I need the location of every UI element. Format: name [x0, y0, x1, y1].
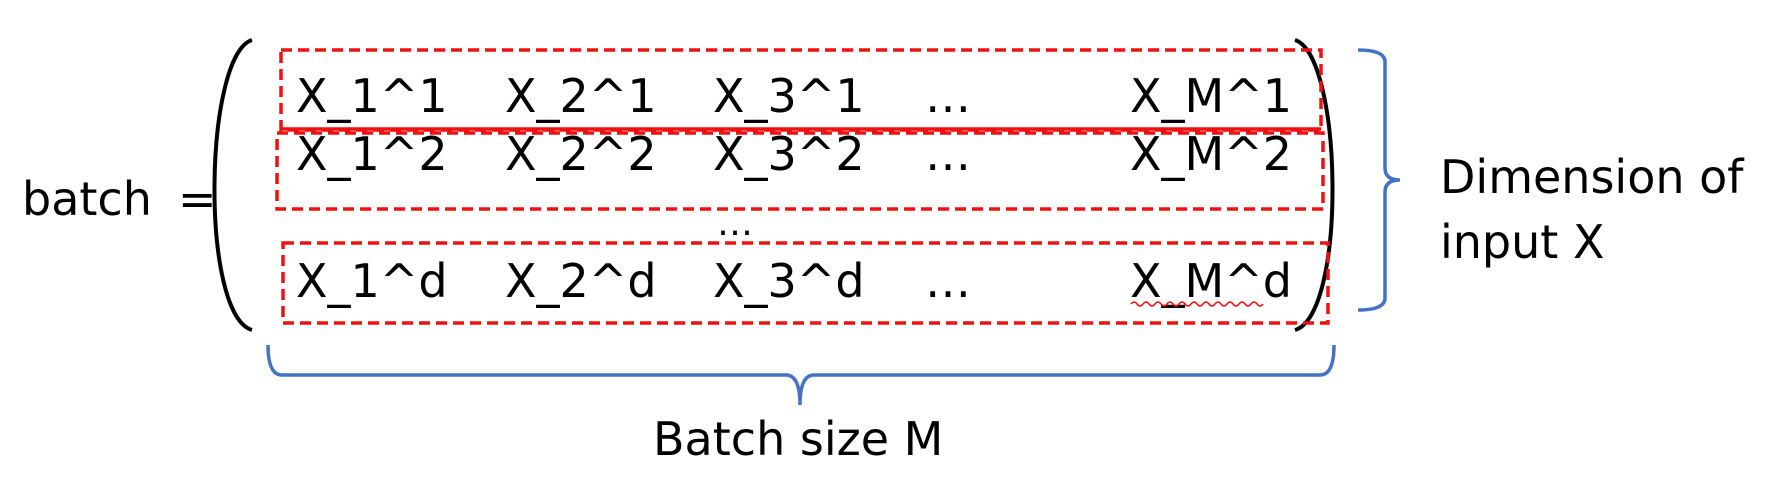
- matrix-cell: X_M^d: [1130, 254, 1292, 308]
- matrix-cell: X_3^d: [713, 254, 865, 308]
- matrix-cell: …: [925, 127, 971, 181]
- right-parenthesis: [1294, 38, 1335, 332]
- vertical-ellipsis: …: [717, 203, 753, 244]
- matrix-cell: X_M^2: [1130, 127, 1292, 181]
- batch-label: batch: [22, 172, 152, 226]
- matrix-cell: X_2^2: [505, 127, 657, 181]
- dimension-label-line2: input X: [1440, 215, 1604, 269]
- matrix-cell: X_1^1: [296, 69, 448, 123]
- matrix-row: X_1^1 X_2^1 X_3^1 … X_M^1: [296, 69, 1292, 123]
- batch-size-brace: [266, 344, 1336, 406]
- matrix-cell: X_1^2: [296, 127, 448, 181]
- left-parenthesis: [212, 38, 253, 332]
- matrix-cell: X_3^2: [713, 127, 865, 181]
- matrix-cell: …: [925, 254, 971, 308]
- equals-sign: =: [178, 172, 217, 226]
- dimension-brace: [1357, 48, 1401, 312]
- spellcheck-squiggle: [1130, 301, 1264, 307]
- matrix-cell: X_1^d: [296, 254, 448, 308]
- dimension-label-line1: Dimension of: [1440, 150, 1745, 204]
- matrix-row: X_1^2 X_2^2 X_3^2 … X_M^2: [296, 127, 1292, 181]
- row-d-highlight-box: [281, 241, 1330, 325]
- batch-size-label: Batch size M: [653, 412, 943, 466]
- matrix-cell: X_M^1: [1130, 69, 1292, 123]
- matrix-row: X_1^d X_2^d X_3^d … X_M^d: [296, 254, 1292, 308]
- matrix-cell: …: [925, 69, 971, 123]
- matrix-cell: X_2^1: [505, 69, 657, 123]
- matrix-cell: X_3^1: [713, 69, 865, 123]
- matrix-cell: X_2^d: [505, 254, 657, 308]
